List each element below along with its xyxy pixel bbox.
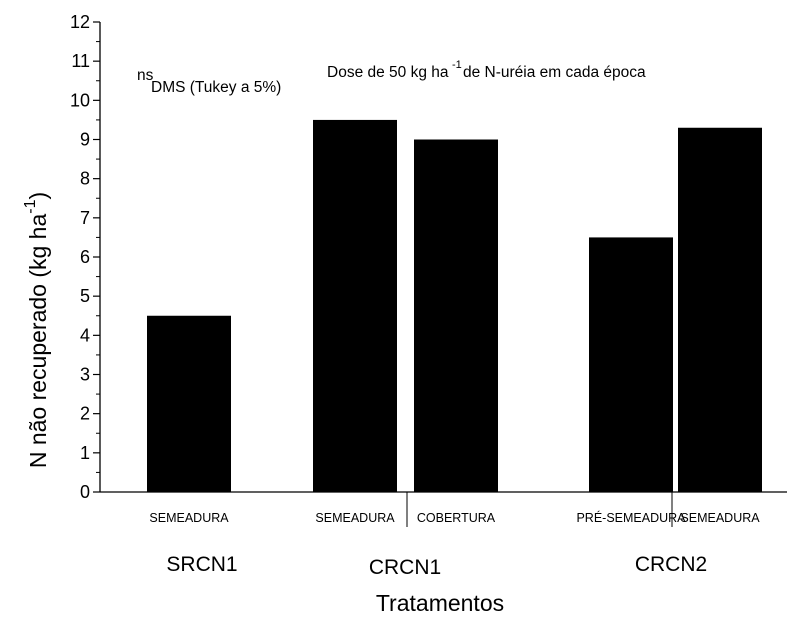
- bar: [678, 127, 762, 492]
- category-label: COBERTURA: [417, 511, 496, 525]
- bar: [313, 119, 397, 493]
- y-tick-label: 8: [80, 169, 90, 189]
- annotation-dose: Dose de 50 kg ha -1 de N-uréia em cada é…: [327, 59, 646, 81]
- y-tick-label: 3: [80, 365, 90, 385]
- y-axis-title-sup: -1: [22, 199, 39, 213]
- annotation-dose-sup: -1: [452, 59, 462, 71]
- category-label: PRÉ-SEMEADURA: [576, 510, 686, 525]
- bar: [147, 315, 231, 492]
- y-axis-title-close: ): [25, 192, 51, 200]
- y-tick-label: 2: [80, 404, 90, 424]
- y-tick-label: 4: [80, 325, 90, 345]
- y-tick-label: 9: [80, 130, 90, 150]
- bar: [414, 139, 498, 492]
- y-tick-label: 7: [80, 208, 90, 228]
- annotation-ns: ns: [137, 67, 154, 84]
- bars: [147, 119, 762, 493]
- category-label: SEMEADURA: [315, 511, 395, 525]
- y-axis-title-main: N não recuperado (kg ha: [25, 214, 51, 469]
- annotation-dose-tail: de N-uréia em cada época: [463, 64, 646, 81]
- group-label: CRCN2: [635, 553, 707, 576]
- annotation-ns-dms: ns DMS (Tukey a 5%): [137, 67, 281, 96]
- x-axis-title: Tratamentos: [376, 590, 504, 616]
- annotation-dms: DMS (Tukey a 5%): [151, 79, 281, 96]
- category-label: SEMEADURA: [680, 511, 760, 525]
- category-label: SEMEADURA: [149, 511, 229, 525]
- group-label: SRCN1: [166, 553, 237, 576]
- y-tick-label: 11: [71, 51, 90, 71]
- annotation-dose-text: Dose de 50 kg ha: [327, 64, 449, 81]
- y-tick-label: 6: [80, 247, 90, 267]
- y-tick-label: 0: [80, 482, 90, 502]
- y-tick-label: 1: [80, 443, 90, 463]
- y-tick-label: 12: [70, 12, 90, 32]
- group-label: CRCN1: [369, 556, 441, 579]
- y-axis-title: N não recuperado (kg ha-1): [22, 192, 51, 468]
- y-tick-label: 10: [70, 90, 90, 110]
- bar: [589, 237, 673, 492]
- category-labels: SEMEADURA SEMEADURA COBERTURA PRÉ-SEMEADURA…: [149, 492, 760, 579]
- y-tick-label: 5: [80, 286, 90, 306]
- y-axis-title-text: N não recuperado (kg ha-1): [22, 192, 51, 468]
